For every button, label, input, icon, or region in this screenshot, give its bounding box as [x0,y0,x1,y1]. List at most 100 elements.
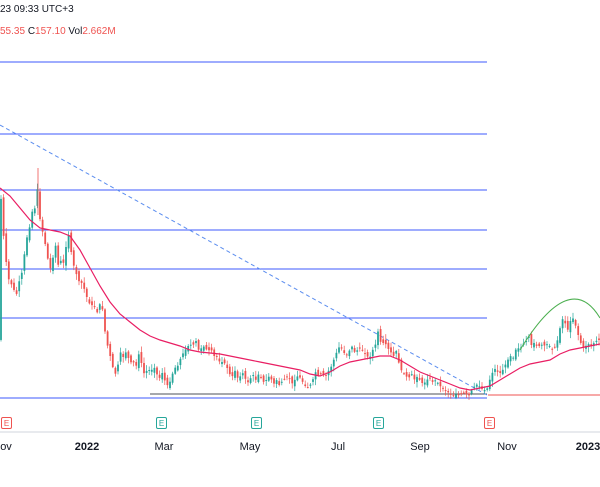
candle-body [293,379,296,387]
candle-body [457,394,460,396]
candle-body [434,380,437,382]
candle-body [150,369,153,372]
candle-body [52,257,54,271]
candle-body [15,290,18,294]
candle-body [304,384,307,386]
candle-body [496,370,499,372]
candle-body [325,374,327,376]
candle-body [449,393,452,395]
candle-body [306,387,309,389]
candle-body [244,370,247,379]
candle-body [23,254,26,271]
candle-body [202,346,205,351]
candle-body [143,362,145,374]
candle-body [590,344,593,346]
candle-body [507,359,509,368]
candle-body [444,390,447,392]
candle-body [163,372,166,381]
candle-body [197,339,200,350]
candle-body [299,375,301,378]
candle-body [364,353,366,355]
candle-body [501,369,504,375]
earnings-marker[interactable]: E [373,417,384,429]
candle-body [429,377,431,379]
candle-body [241,373,244,376]
candle-body [517,348,520,352]
close-label: C [27,26,36,37]
candle-body [41,219,44,232]
vol-label: Vol [68,26,83,37]
candle-body [286,376,288,378]
candle-body [491,372,494,382]
candle-body [423,382,426,385]
candle-body [80,280,83,283]
candle-body [455,394,457,398]
candle-body [343,350,346,353]
candle-body [184,349,187,356]
candle-body [509,356,512,362]
candle-body [54,245,57,258]
candle-body [421,377,424,383]
candle-body [130,355,132,363]
candle-body [330,366,333,372]
candle-body [374,344,377,348]
candle-body [36,189,39,206]
x-tick-label: Jul [330,441,346,453]
candle-body [587,344,590,347]
candle-body [75,267,78,275]
candle-body [478,386,481,388]
earnings-marker[interactable]: E [1,417,12,429]
earnings-marker[interactable]: E [251,417,262,429]
header-ohlc: 55.35 C157.10 Vol2.662M [0,26,116,37]
candle-body [540,344,543,346]
earnings-marker[interactable]: E [156,417,167,429]
candle-body [2,197,5,236]
earnings-marker[interactable]: E [484,417,495,429]
candle-body [335,352,338,359]
candle-body [39,191,41,220]
candle-body [283,378,286,380]
candle-body [418,377,421,380]
candle-body [275,380,278,385]
candle-body [322,370,325,376]
x-tick-label: 2023 [575,441,600,453]
candle-body [483,390,486,392]
candle-body [312,379,314,382]
candle-body [470,390,473,394]
candle-body [158,374,161,378]
candle-body [111,353,114,368]
candle-body [525,341,528,342]
candle-body [93,306,96,308]
candle-body [340,347,343,349]
candle-body [564,320,567,324]
candle-body [291,376,294,384]
candle-body [88,299,91,304]
candle-body [546,344,548,346]
candle-body [384,340,387,345]
candle-body [57,245,60,265]
candle-body [543,341,546,346]
candle-body [366,352,369,357]
candle-body [169,381,171,389]
candle-body [317,369,320,376]
candle-body [62,259,65,263]
candle-body [551,348,554,350]
candle-body [395,351,398,354]
candle-body [465,390,468,395]
x-tick-label: May [239,441,261,453]
candle-body [208,347,210,351]
candle-body [475,384,478,387]
candle-body [296,376,299,381]
candle-body [572,318,574,323]
candle-body [13,282,15,290]
candle-body [20,272,23,279]
candle-body [382,339,385,343]
candle-body [473,386,476,388]
candle-body [413,374,416,380]
candle-body [582,340,585,348]
x-tick-label: ov [0,441,12,453]
candle-body [223,359,226,364]
candle-body [210,347,213,351]
candle-body [72,250,75,266]
